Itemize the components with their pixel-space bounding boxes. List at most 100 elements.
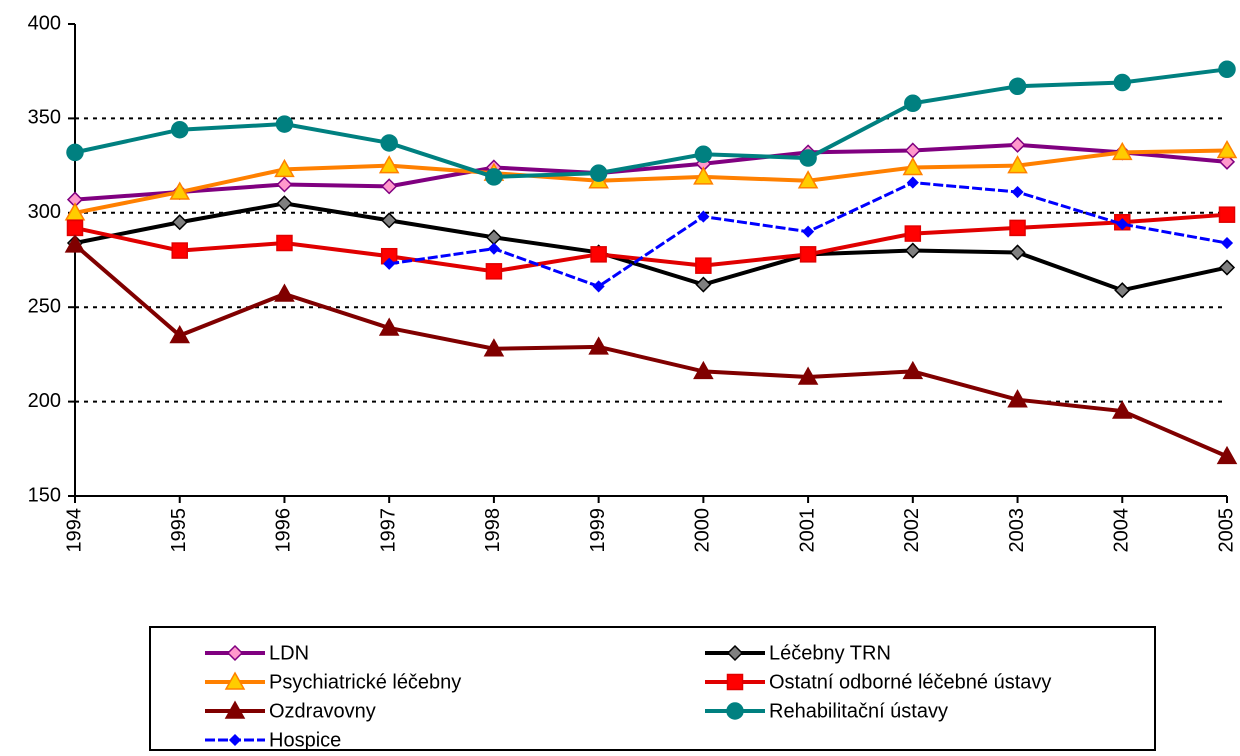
marker <box>1218 206 1236 223</box>
y-tick-label: 150 <box>28 484 61 506</box>
x-tick-label: 1997 <box>377 508 399 553</box>
marker <box>904 225 922 242</box>
marker <box>1216 139 1238 159</box>
x-tick-label: 1995 <box>168 508 190 553</box>
legend-label: Ostatní odborné léčebné ústavy <box>769 671 1051 693</box>
line <box>74 201 1228 293</box>
marker <box>1011 185 1024 199</box>
legend-item: Psychiatrické léčebny <box>205 671 461 693</box>
legend-item: Léčebny TRN <box>705 642 891 664</box>
x-tick-label: 1998 <box>482 508 504 553</box>
marker <box>726 673 744 691</box>
series <box>66 60 1236 186</box>
marker <box>276 234 293 252</box>
marker <box>902 360 924 380</box>
marker <box>693 360 714 380</box>
marker <box>902 156 924 176</box>
marker <box>726 702 744 720</box>
x-tick-label: 2005 <box>1215 508 1237 553</box>
series <box>64 139 1238 221</box>
marker <box>1009 219 1026 237</box>
marker <box>697 210 710 223</box>
x-tick-label: 2003 <box>1006 508 1028 553</box>
marker <box>1218 153 1236 170</box>
marker <box>1113 73 1132 92</box>
x-tick-label: 1994 <box>63 508 85 553</box>
x-tick-label: 1996 <box>273 508 295 553</box>
line <box>74 212 1228 274</box>
marker <box>1008 77 1027 96</box>
marker <box>904 142 921 159</box>
marker <box>906 176 919 189</box>
marker <box>381 212 398 229</box>
series <box>66 136 1236 208</box>
marker <box>695 276 712 293</box>
marker <box>726 644 744 662</box>
marker <box>693 166 714 185</box>
series <box>383 176 1234 293</box>
legend-item: Ostatní odborné léčebné ústavy <box>705 671 1051 693</box>
x-tick-label: 2001 <box>796 508 818 553</box>
marker <box>799 246 817 263</box>
marker <box>1007 155 1028 174</box>
marker <box>588 336 609 355</box>
legend-label: Hospice <box>269 729 341 751</box>
marker <box>802 225 815 238</box>
marker <box>589 164 608 182</box>
marker <box>1220 236 1234 250</box>
marker <box>171 214 188 231</box>
marker <box>274 283 295 302</box>
marker <box>487 242 500 255</box>
marker <box>224 671 246 690</box>
marker <box>66 143 84 162</box>
legend-item: Hospice <box>205 729 341 751</box>
marker <box>485 168 503 186</box>
marker <box>171 242 188 259</box>
marker <box>1116 218 1129 231</box>
marker <box>1009 244 1026 261</box>
marker <box>170 120 189 139</box>
marker <box>1009 136 1026 153</box>
legend-item: Rehabilitační ústavy <box>705 700 948 722</box>
legend-label: LDN <box>269 642 309 664</box>
marker <box>485 263 503 280</box>
marker <box>275 115 294 133</box>
marker <box>904 242 921 259</box>
legend-label: Rehabilitační ústavy <box>769 700 948 722</box>
x-tick-label: 1999 <box>587 508 609 553</box>
marker <box>590 246 607 263</box>
marker <box>1007 389 1028 408</box>
marker <box>169 181 191 200</box>
marker <box>381 178 398 195</box>
y-tick-label: 400 <box>28 12 61 34</box>
x-tick-label: 2002 <box>901 508 923 553</box>
marker <box>695 257 712 274</box>
marker <box>797 170 819 189</box>
marker <box>378 317 400 336</box>
y-tick-label: 350 <box>28 107 61 129</box>
marker <box>797 366 819 385</box>
marker <box>169 324 191 344</box>
marker <box>1114 282 1131 299</box>
legend-label: Ozdravovny <box>269 700 376 722</box>
marker <box>799 149 817 167</box>
legend-item: LDN <box>205 642 309 664</box>
marker <box>226 644 244 662</box>
marker <box>66 219 84 237</box>
marker <box>904 94 922 113</box>
y-tick-label: 200 <box>28 390 61 412</box>
marker <box>276 195 293 212</box>
line <box>74 148 1228 215</box>
marker <box>483 338 505 357</box>
legend-item: Ozdravovny <box>205 700 376 722</box>
marker <box>64 234 86 253</box>
legend-label: Psychiatrické léčebny <box>269 671 461 693</box>
marker <box>1218 60 1236 79</box>
marker <box>274 158 295 178</box>
marker <box>378 155 400 174</box>
x-tick-label: 2004 <box>1111 508 1133 553</box>
x-tick-label: 2000 <box>692 508 714 553</box>
y-tick-label: 250 <box>28 295 61 317</box>
marker <box>228 733 242 747</box>
